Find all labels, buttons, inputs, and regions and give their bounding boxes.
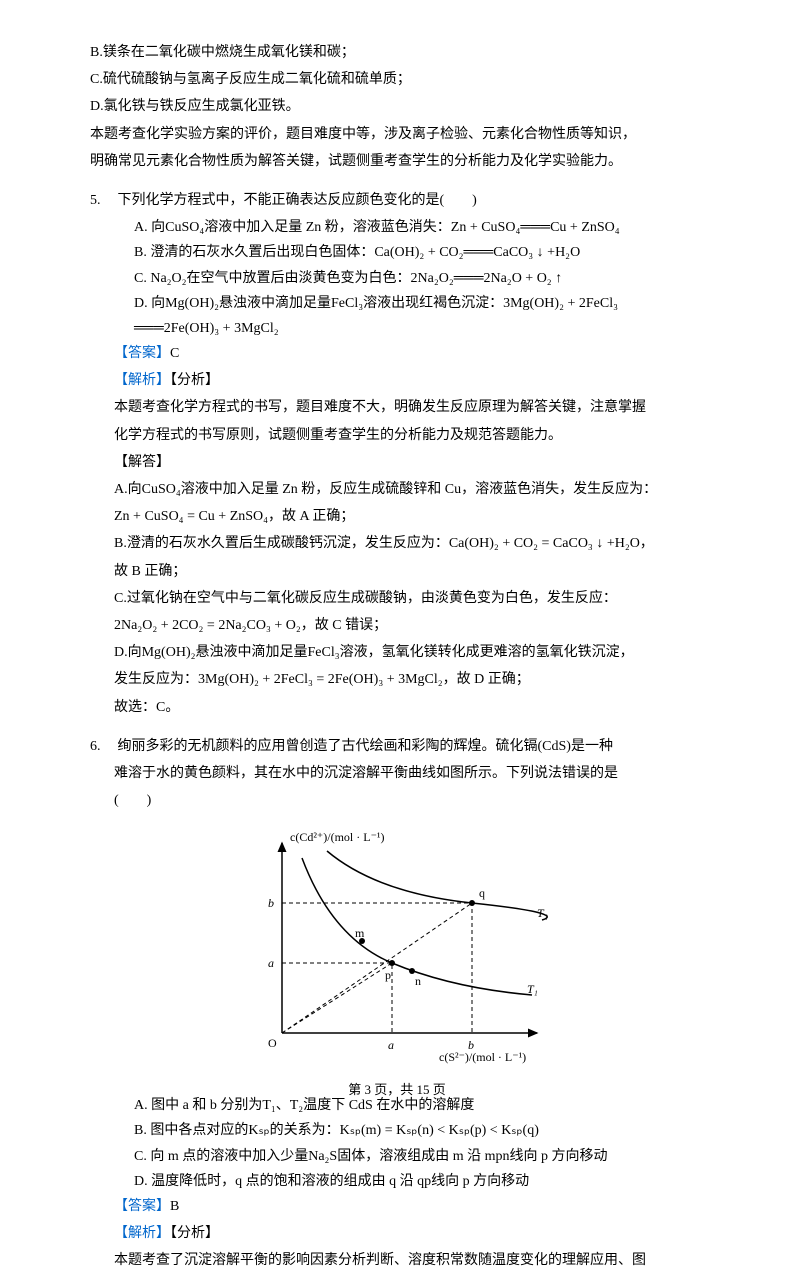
intro-block: B.镁条在二氧化碳中燃烧生成氧化镁和碳； C.硫代硫酸钠与氢离子反应生成二氧化硫… bbox=[90, 40, 704, 174]
svg-text:b: b bbox=[468, 1038, 474, 1052]
q5-solve-b2: 故 B 正确； bbox=[90, 559, 704, 584]
intro-b: B.镁条在二氧化碳中燃烧生成氧化镁和碳； bbox=[90, 40, 704, 65]
q5-solve-a2: Zn + CuSO₄ = Cu + ZnSO₄，故 A 正确； bbox=[90, 504, 704, 529]
q6-answer-line: 【答案】B bbox=[90, 1194, 704, 1219]
q6-stem1: 绚丽多彩的无机颜料的应用曾创造了古代绘画和彩陶的辉煌。硫化镉(CdS)是一种 bbox=[118, 739, 613, 754]
solubility-chart: c(Cd²⁺)/(mol · L⁻¹) c(S²⁻)/(mol · L⁻¹) Oa b… bbox=[227, 823, 567, 1083]
analysis-label-6: 【解析】 bbox=[114, 1226, 170, 1241]
q6-answer: B bbox=[170, 1199, 179, 1214]
svg-text:c(Cd²⁺)/(mol · L⁻¹): c(Cd²⁺)/(mol · L⁻¹) bbox=[290, 830, 385, 844]
q6-opt-c: C. 向 m 点的溶液中加入少量Na₂S固体，溶液组成由 m 沿 mpn线向 p… bbox=[90, 1144, 704, 1169]
q5-num: 5. bbox=[90, 188, 114, 213]
q5-solve-b1: B.澄清的石灰水久置后生成碳酸钙沉淀，发生反应为：Ca(OH)₂ + CO₂ =… bbox=[90, 531, 704, 556]
q5-stem-line: 5. 下列化学方程式中，不能正确表达反应颜色变化的是( ) bbox=[90, 188, 704, 213]
q6-analysis1: 本题考查了沉淀溶解平衡的影响因素分析判断、溶度积常数随温度变化的理解应用、图 bbox=[90, 1248, 704, 1273]
svg-text:n: n bbox=[415, 974, 421, 988]
svg-text:c(S²⁻)/(mol · L⁻¹): c(S²⁻)/(mol · L⁻¹) bbox=[439, 1050, 526, 1064]
intro-summary1: 本题考查化学实验方案的评价，题目难度中等，涉及离子检验、元素化合物性质等知识， bbox=[90, 122, 704, 147]
q5-opt-d1: D. 向Mg(OH)₂悬浊液中滴加足量FeCl₃溶液出现红褐色沉淀：3Mg(OH… bbox=[90, 291, 704, 316]
q6-num: 6. bbox=[90, 734, 114, 759]
analysis-label: 【解析】 bbox=[114, 373, 170, 388]
intro-c: C.硫代硫酸钠与氢离子反应生成二氧化硫和硫单质； bbox=[90, 67, 704, 92]
q5-stem: 下列化学方程式中，不能正确表达反应颜色变化的是( ) bbox=[118, 193, 477, 208]
svg-text:a: a bbox=[388, 1038, 394, 1052]
q5-answer-line: 【答案】C bbox=[90, 341, 704, 366]
answer-label-6: 【答案】 bbox=[114, 1199, 170, 1214]
q5-opt-a: A. 向CuSO₄溶液中加入足量 Zn 粉，溶液蓝色消失：Zn + CuSO₄═… bbox=[90, 215, 704, 240]
analysis-sub: 【分析】 bbox=[170, 373, 219, 388]
page-footer: 第 3 页，共 15 页 bbox=[0, 1078, 794, 1101]
q5-analysis2: 化学方程式的书写原则，试题侧重考查学生的分析能力及规范答题能力。 bbox=[90, 423, 704, 448]
analysis-sub-6: 【分析】 bbox=[170, 1226, 219, 1241]
svg-text:p: p bbox=[385, 968, 391, 982]
svg-text:T₂: T₂ bbox=[537, 906, 548, 920]
q5-solve-c1: C.过氧化钠在空气中与二氧化碳反应生成碳酸钠，由淡黄色变为白色，发生反应： bbox=[90, 586, 704, 611]
svg-text:T₁: T₁ bbox=[527, 982, 538, 996]
q5-analysis1: 本题考查化学方程式的书写，题目难度不大，明确发生反应原理为解答关键，注意掌握 bbox=[90, 395, 704, 420]
q5-solve-a1: A.向CuSO₄溶液中加入足量 Zn 粉，反应生成硫酸锌和 Cu，溶液蓝色消失，… bbox=[90, 477, 704, 502]
intro-d: D.氯化铁与铁反应生成氯化亚铁。 bbox=[90, 94, 704, 119]
intro-summary2: 明确常见元素化合物性质为解答关键，试题侧重考查学生的分析能力及化学实验能力。 bbox=[90, 149, 704, 174]
q5-solve-d1: D.向Mg(OH)₂悬浊液中滴加足量FeCl₃溶液，氢氧化镁转化成更难溶的氢氧化… bbox=[90, 640, 704, 665]
q5-opt-c: C. Na₂O₂在空气中放置后由淡黄色变为白色：2Na₂O₂═══2Na₂O +… bbox=[90, 266, 704, 291]
svg-text:m: m bbox=[355, 926, 365, 940]
q6-opt-d: D. 温度降低时，q 点的饱和溶液的组成由 q 沿 qp线向 p 方向移动 bbox=[90, 1169, 704, 1194]
q5-solve-label: 【解答】 bbox=[90, 450, 704, 475]
q5-solve-c2: 2Na₂O₂ + 2CO₂ = 2Na₂CO₃ + O₂，故 C 错误； bbox=[90, 613, 704, 638]
q5-solve-d2: 发生反应为：3Mg(OH)₂ + 2FeCl₃ = 2Fe(OH)₃ + 3Mg… bbox=[90, 667, 704, 692]
chart-svg: c(Cd²⁺)/(mol · L⁻¹) c(S²⁻)/(mol · L⁻¹) Oa b… bbox=[227, 823, 567, 1083]
question-5: 5. 下列化学方程式中，不能正确表达反应颜色变化的是( ) A. 向CuSO₄溶… bbox=[90, 188, 704, 720]
answer-label: 【答案】 bbox=[114, 346, 170, 361]
q6-opt-b: B. 图中各点对应的Kₛₚ的关系为：Kₛₚ(m) = Kₛₚ(n) < Kₛₚ(… bbox=[90, 1118, 704, 1143]
q6-analysis-line: 【解析】【分析】 bbox=[90, 1221, 704, 1246]
svg-text:b: b bbox=[268, 896, 274, 910]
q5-analysis-line: 【解析】【分析】 bbox=[90, 368, 704, 393]
q6-stem2: 难溶于水的黄色颜料，其在水中的沉淀溶解平衡曲线如图所示。下列说法错误的是 bbox=[90, 761, 704, 786]
svg-text:q: q bbox=[479, 886, 485, 900]
q6-stem3: ( ) bbox=[90, 788, 704, 813]
question-6: 6. 绚丽多彩的无机颜料的应用曾创造了古代绘画和彩陶的辉煌。硫化镉(CdS)是一… bbox=[90, 734, 704, 1274]
q5-opt-d2: ═══2Fe(OH)₃ + 3MgCl₂ bbox=[90, 316, 704, 341]
q6-stem-line1: 6. 绚丽多彩的无机颜料的应用曾创造了古代绘画和彩陶的辉煌。硫化镉(CdS)是一… bbox=[90, 734, 704, 759]
svg-text:O: O bbox=[268, 1036, 277, 1050]
q5-opt-b: B. 澄清的石灰水久置后出现白色固体：Ca(OH)₂ + CO₂═══CaCO₃… bbox=[90, 240, 704, 265]
q5-conclusion: 故选：C。 bbox=[90, 695, 704, 720]
q5-answer: C bbox=[170, 346, 179, 361]
svg-text:a: a bbox=[268, 956, 274, 970]
